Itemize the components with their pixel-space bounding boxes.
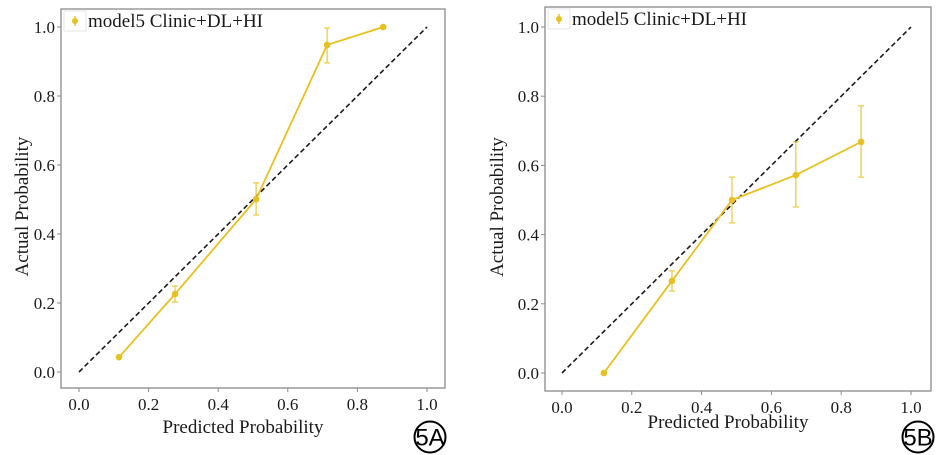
data-point bbox=[115, 353, 123, 361]
x-tick-label: 0.8 bbox=[831, 398, 852, 417]
y-tick-label: 1.0 bbox=[34, 18, 55, 37]
x-tick-label: 0.2 bbox=[138, 395, 159, 414]
data-point bbox=[600, 369, 608, 377]
legend-label: model5 Clinic+DL+HI bbox=[572, 9, 747, 30]
y-tick-label: 0.0 bbox=[34, 363, 55, 382]
y-tick-label: 0.8 bbox=[34, 87, 55, 106]
panel-badge bbox=[901, 420, 935, 454]
x-tick-label: 0.4 bbox=[691, 398, 713, 417]
y-tick-label: 0.6 bbox=[518, 156, 539, 175]
data-point bbox=[792, 171, 800, 179]
x-axis-label: Predicted Probability bbox=[163, 417, 324, 438]
x-tick-label: 0.0 bbox=[68, 395, 89, 414]
x-tick-label: 1.0 bbox=[416, 395, 437, 414]
y-tick-label: 0.0 bbox=[518, 364, 539, 383]
y-tick-label: 1.0 bbox=[518, 18, 539, 37]
data-point bbox=[171, 290, 179, 298]
panel-label: 5A bbox=[415, 425, 444, 452]
legend-marker-icon bbox=[556, 16, 562, 22]
y-tick-label: 0.4 bbox=[518, 226, 540, 245]
x-tick-label: 0.0 bbox=[551, 398, 572, 417]
y-axis-label: Actual Probability bbox=[12, 136, 33, 276]
y-tick-label: 0.8 bbox=[518, 87, 539, 106]
x-tick-label: 0.6 bbox=[761, 398, 782, 417]
x-axis-label: Predicted Probability bbox=[648, 412, 809, 433]
chart-panel-5a: 0.0 0.2 0.4 0.6 0.8 1.0 0.0 0.2 0.4 0.6 0.8 1.0 Pred… bbox=[12, 8, 447, 454]
y-tick-label: 0.4 bbox=[34, 225, 56, 244]
legend-marker-icon bbox=[72, 18, 78, 24]
y-axis-label: Actual Probability bbox=[487, 137, 508, 277]
reference-diagonal-line bbox=[561, 26, 912, 374]
y-tick-label: 0.6 bbox=[34, 156, 55, 175]
x-tick-label: 0.8 bbox=[347, 395, 368, 414]
data-point bbox=[379, 23, 387, 31]
x-tick-label: 0.2 bbox=[621, 398, 642, 417]
chart-panel-5b: 0.0 0.2 0.4 0.6 0.8 1.0 0.0 0.2 0.4 0.6 0.8 1.0 Pred… bbox=[487, 6, 935, 454]
data-point bbox=[857, 138, 865, 146]
data-point bbox=[252, 195, 260, 203]
panel-badge bbox=[413, 420, 447, 454]
x-tick-label: 1.0 bbox=[900, 398, 921, 417]
data-point bbox=[668, 277, 676, 285]
y-tick-label: 0.2 bbox=[518, 295, 539, 314]
panel-label: 5B bbox=[903, 425, 932, 452]
data-point bbox=[323, 41, 331, 49]
x-tick-label: 0.4 bbox=[208, 395, 230, 414]
x-tick-label: 0.6 bbox=[277, 395, 298, 414]
legend-label: model5 Clinic+DL+HI bbox=[88, 11, 263, 32]
data-point bbox=[728, 196, 736, 204]
reference-diagonal-line bbox=[78, 26, 428, 373]
y-tick-label: 0.2 bbox=[34, 294, 55, 313]
